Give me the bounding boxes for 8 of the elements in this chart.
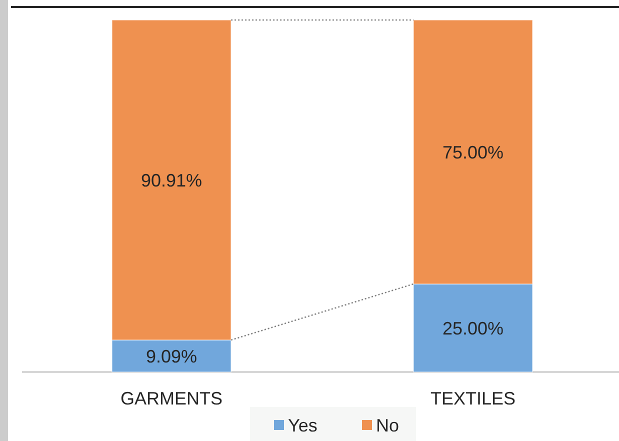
x-tick-label: TEXTILES xyxy=(430,388,516,408)
data-label: 25.00% xyxy=(442,318,504,338)
x-tick-label: GARMENTS xyxy=(120,388,223,408)
legend-label: No xyxy=(376,415,400,436)
data-label: 90.91% xyxy=(140,170,202,190)
data-label: 9.09% xyxy=(146,346,198,366)
legend-label: Yes xyxy=(288,415,318,436)
data-label: 75.00% xyxy=(442,142,504,162)
